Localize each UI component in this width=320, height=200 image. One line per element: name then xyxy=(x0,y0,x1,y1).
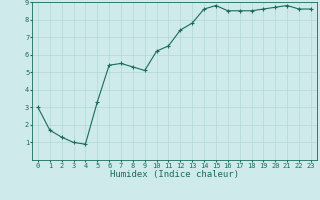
X-axis label: Humidex (Indice chaleur): Humidex (Indice chaleur) xyxy=(110,170,239,179)
